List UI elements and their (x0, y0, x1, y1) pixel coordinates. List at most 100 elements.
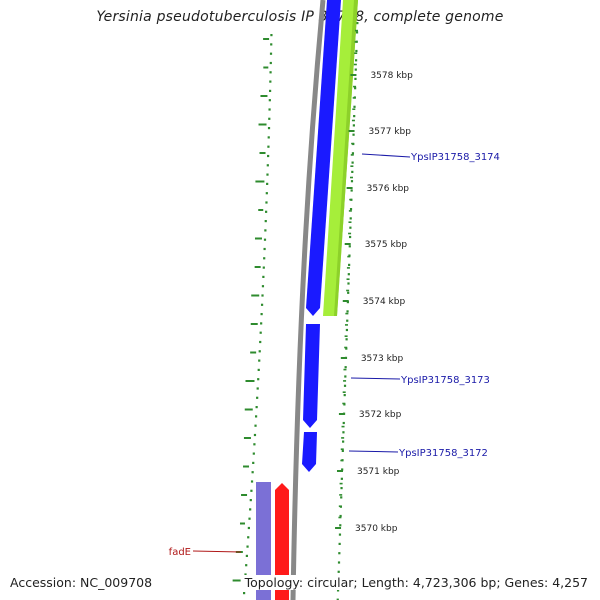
minor-tick (349, 176, 353, 179)
gc-dot-right (350, 189, 353, 192)
gc-dot (269, 71, 272, 74)
gc-dot (250, 480, 254, 483)
gc-skew-dash (239, 522, 245, 525)
gc-dot (257, 368, 260, 371)
gc-skew-dash (258, 209, 264, 211)
gc-dot (255, 406, 258, 409)
gc-dot (265, 192, 268, 195)
minor-tick (348, 210, 352, 212)
gc-dot-right (337, 570, 340, 573)
minor-tick (342, 402, 346, 405)
gc-skew-dash (244, 408, 253, 411)
gc-dot (261, 294, 264, 297)
minor-tick (338, 505, 342, 507)
gc-dot (249, 508, 252, 511)
gc-dot-right (347, 273, 350, 276)
gene-label-leader (192, 550, 242, 553)
minor-tick (347, 255, 351, 258)
gc-dot (263, 257, 266, 260)
minor-tick (344, 335, 348, 337)
gc-dot-right (356, 22, 359, 25)
gc-dot (268, 108, 271, 111)
gc-dot (254, 424, 257, 427)
gc-dot-right (348, 263, 351, 266)
minor-tick (351, 119, 355, 122)
gc-skew-dashes (232, 38, 270, 582)
gc-skew-dash (254, 237, 262, 240)
minor-tick (343, 368, 347, 371)
gene-label-track: YpsIP31758_3174 YpsIP31758_3173 YpsIP31758… (169, 152, 500, 558)
minor-tick (354, 41, 358, 43)
gc-dot-right (345, 338, 348, 341)
gc-dot-right (351, 152, 355, 155)
gc-dot (242, 592, 246, 595)
gc-dot-right (346, 310, 349, 313)
tick-label: 3571 kbp (357, 467, 400, 477)
gc-dot (269, 52, 273, 55)
gc-dot-right (340, 496, 343, 499)
cds-forward-3173 (303, 324, 320, 428)
gc-dot (262, 275, 265, 278)
gc-dot (265, 201, 268, 204)
accession-text: Accession: NC_009708 (8, 575, 155, 590)
major-tick (340, 357, 347, 359)
gc-dot (252, 452, 255, 455)
gc-dot-right (354, 87, 357, 90)
gc-dot-right (338, 542, 341, 545)
genome-summary-text: Topology: circular; Length: 4,723,306 bp… (242, 575, 590, 590)
gc-dot-right (342, 431, 345, 434)
gc-dot (250, 489, 253, 492)
tick-track: 3578 kbp 3577 kbp 3576 kbp 3575 kbp 3574 kbp… (335, 29, 413, 534)
tick-label: 3573 kbp (361, 354, 404, 364)
gc-dot (264, 229, 267, 232)
gc-dot-right (341, 449, 344, 452)
gc-dot-right (340, 477, 343, 480)
gc-skew-dash (250, 351, 257, 354)
gc-dot (265, 210, 268, 213)
gc-dot-right (355, 49, 358, 53)
gc-dot-right (349, 208, 353, 211)
gc-dot-right (355, 31, 359, 34)
feature-track (256, 0, 358, 600)
gc-dot (263, 238, 267, 241)
minor-tick (354, 29, 358, 32)
gc-dot (256, 387, 259, 390)
gc-dot-right (354, 68, 357, 71)
gc-dot-right (337, 561, 341, 564)
gc-dot (246, 545, 249, 548)
minor-tick (343, 380, 347, 382)
gene-label-leader (348, 450, 399, 453)
gc-skew-dash (260, 95, 268, 97)
minor-tick (342, 391, 346, 393)
gc-skew-dash (245, 380, 255, 382)
gc-skew-dash (243, 437, 251, 439)
gc-dot (266, 173, 269, 176)
gc-dot-right (342, 421, 345, 425)
major-tick (346, 187, 353, 189)
gc-dot (267, 154, 270, 158)
gc-dot-right (350, 180, 354, 183)
gc-dot (264, 220, 267, 223)
major-tick (335, 527, 342, 529)
gc-dot (267, 145, 270, 148)
major-tick (348, 130, 355, 132)
gene-label-ypsip31758_3172: YpsIP31758_3172 (398, 448, 488, 459)
gc-dot-right (342, 440, 345, 443)
gc-dot (258, 359, 261, 362)
minor-tick (348, 221, 352, 223)
gc-dot-right (352, 124, 355, 127)
major-tick (342, 300, 349, 302)
major-tick (344, 243, 351, 245)
gc-dot-right (351, 161, 354, 164)
cds-purple-feature (256, 482, 271, 600)
tick-label: 3572 kbp (359, 410, 402, 420)
gc-dot (259, 340, 262, 344)
gc-dot-right (346, 319, 349, 322)
gc-dot-right (338, 533, 342, 536)
backbone-track (290, 0, 326, 600)
gc-dot (270, 34, 273, 37)
gc-dot (266, 164, 269, 167)
gc-dot (270, 43, 273, 46)
gc-dot (266, 182, 269, 185)
gc-dot (257, 378, 260, 381)
